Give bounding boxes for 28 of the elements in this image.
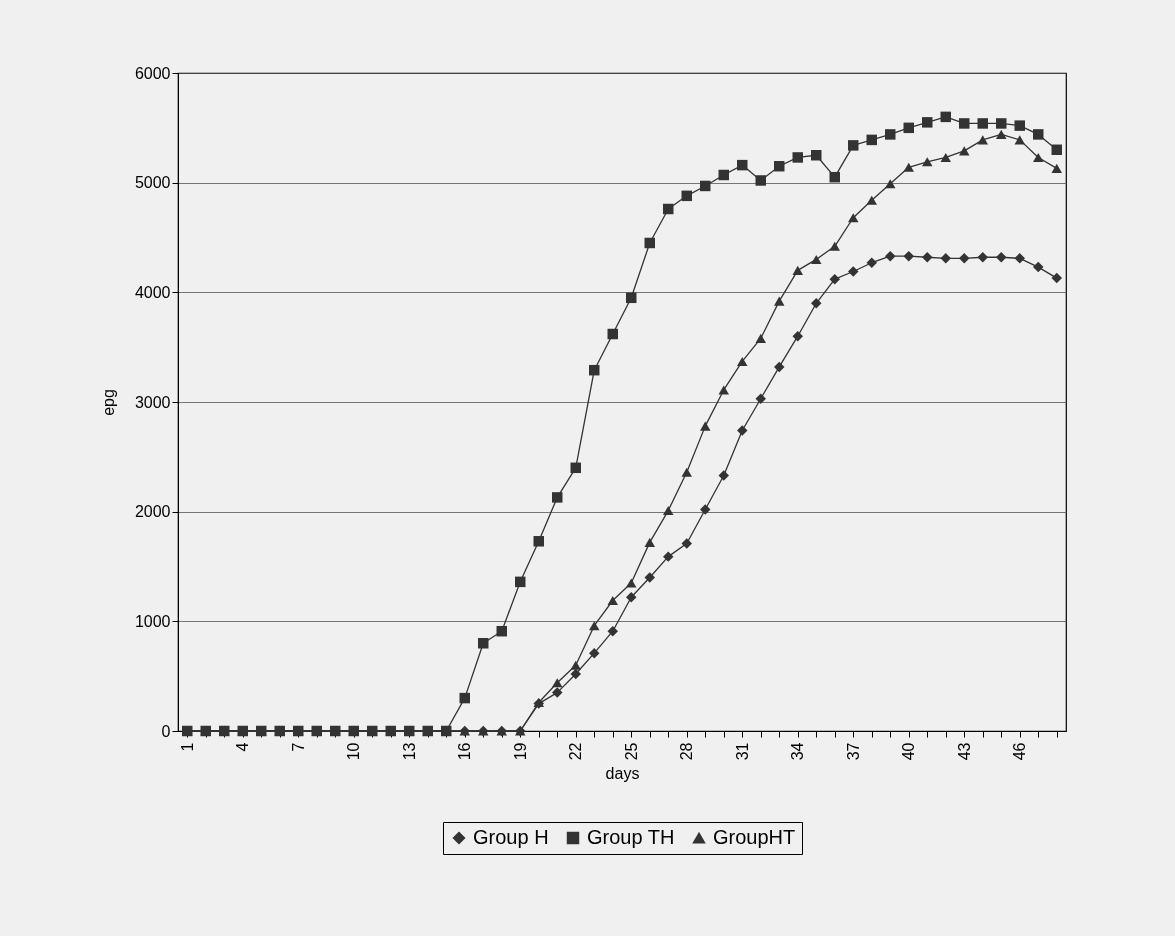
x-tick-label: 16 xyxy=(456,742,474,761)
x-tick-label: 31 xyxy=(733,742,751,761)
x-tick-label: 40 xyxy=(900,742,918,761)
x-tick-label: 37 xyxy=(844,742,862,761)
y-tick-label: 4000 xyxy=(134,283,171,301)
legend-label: Group TH xyxy=(587,826,675,848)
y-axis-title: epg xyxy=(99,389,117,416)
y-tick-label: 1000 xyxy=(134,612,171,630)
legend-label: Group H xyxy=(473,826,549,848)
x-tick-label: 10 xyxy=(345,742,363,761)
y-tick-label: 0 xyxy=(161,722,171,740)
x-axis-title: days xyxy=(605,765,640,783)
y-tick-label: 2000 xyxy=(134,503,171,521)
y-tick-label: 3000 xyxy=(134,393,171,411)
x-tick-label: 46 xyxy=(1011,742,1029,761)
x-tick-label: 13 xyxy=(400,742,418,761)
y-tick-label: 5000 xyxy=(134,174,171,192)
y-tick-label: 6000 xyxy=(134,64,171,82)
x-tick-label: 28 xyxy=(678,742,696,761)
x-tick-label: 25 xyxy=(622,742,640,761)
legend-label: GroupHT xyxy=(713,826,796,848)
x-tick-label: 22 xyxy=(567,742,585,761)
x-tick-label: 1 xyxy=(178,742,196,752)
x-tick-label: 4 xyxy=(234,742,252,752)
x-tick-label: 43 xyxy=(955,742,973,761)
x-tick-label: 19 xyxy=(511,742,529,761)
x-tick-label: 7 xyxy=(289,742,307,752)
x-tick-label: 34 xyxy=(789,742,807,761)
